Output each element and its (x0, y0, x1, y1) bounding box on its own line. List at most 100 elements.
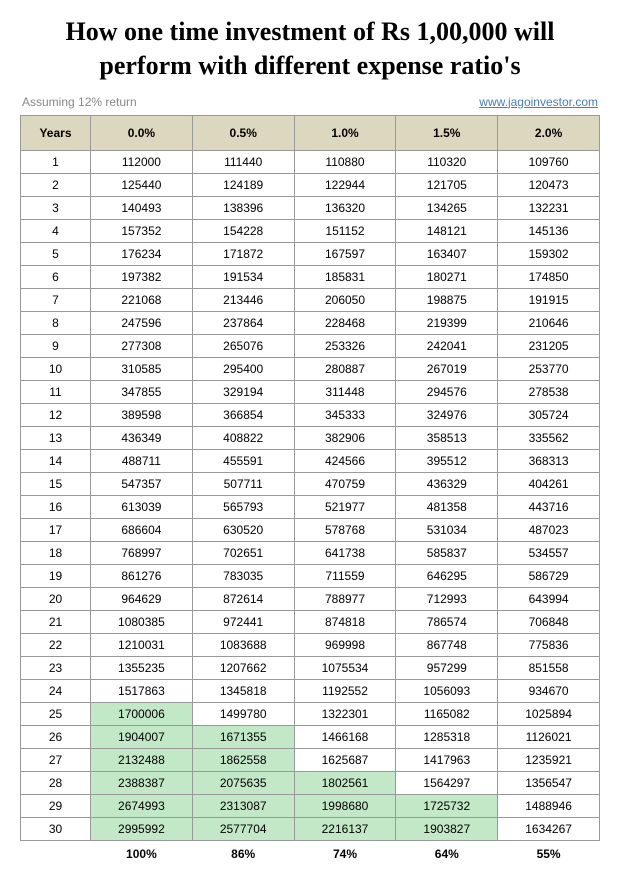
value-cell: 237864 (192, 311, 294, 334)
value-cell: 197382 (91, 265, 193, 288)
value-cell: 157352 (91, 219, 193, 242)
value-cell: 265076 (192, 334, 294, 357)
table-row: 5176234171872167597163407159302 (21, 242, 600, 265)
value-cell: 174850 (498, 265, 600, 288)
value-cell: 210646 (498, 311, 600, 334)
value-cell: 565793 (192, 495, 294, 518)
value-cell: 969998 (294, 633, 396, 656)
assumption-text: Assuming 12% return (22, 95, 137, 109)
column-header: 0.0% (91, 115, 193, 150)
table-row: 1112000111440110880110320109760 (21, 150, 600, 173)
value-cell: 768997 (91, 541, 193, 564)
value-cell: 109760 (498, 150, 600, 173)
value-cell: 436349 (91, 426, 193, 449)
value-cell: 1903827 (396, 817, 498, 840)
column-header: 2.0% (498, 115, 600, 150)
table-row: 14488711455591424566395512368313 (21, 449, 600, 472)
table-row: 17686604630520578768531034487023 (21, 518, 600, 541)
value-cell: 305724 (498, 403, 600, 426)
year-cell: 6 (21, 265, 91, 288)
year-cell: 15 (21, 472, 91, 495)
value-cell: 213446 (192, 288, 294, 311)
value-cell: 294576 (396, 380, 498, 403)
year-cell: 18 (21, 541, 91, 564)
value-cell: 775836 (498, 633, 600, 656)
value-cell: 934670 (498, 679, 600, 702)
value-cell: 345333 (294, 403, 396, 426)
value-cell: 861276 (91, 564, 193, 587)
value-cell: 2132488 (91, 748, 193, 771)
table-row: 4157352154228151152148121145136 (21, 219, 600, 242)
table-row: 7221068213446206050198875191915 (21, 288, 600, 311)
value-cell: 711559 (294, 564, 396, 587)
value-cell: 110880 (294, 150, 396, 173)
year-cell: 13 (21, 426, 91, 449)
value-cell: 1025894 (498, 702, 600, 725)
value-cell: 231205 (498, 334, 600, 357)
value-cell: 1080385 (91, 610, 193, 633)
table-body: 1112000111440110880110320109760212544012… (21, 150, 600, 840)
value-cell: 1862558 (192, 748, 294, 771)
value-cell: 2577704 (192, 817, 294, 840)
value-cell: 163407 (396, 242, 498, 265)
value-cell: 646295 (396, 564, 498, 587)
year-cell: 19 (21, 564, 91, 587)
value-cell: 138396 (192, 196, 294, 219)
table-header-row: Years0.0%0.5%1.0%1.5%2.0% (21, 115, 600, 150)
value-cell: 1056093 (396, 679, 498, 702)
year-cell: 17 (21, 518, 91, 541)
source-link[interactable]: www.jagoinvestor.com (479, 95, 598, 109)
year-cell: 14 (21, 449, 91, 472)
year-cell: 30 (21, 817, 91, 840)
value-cell: 253770 (498, 357, 600, 380)
value-cell: 277308 (91, 334, 193, 357)
table-row: 2212100311083688969998867748775836 (21, 633, 600, 656)
value-cell: 1499780 (192, 702, 294, 725)
value-cell: 176234 (91, 242, 193, 265)
value-cell: 366854 (192, 403, 294, 426)
value-cell: 972441 (192, 610, 294, 633)
value-cell: 1083688 (192, 633, 294, 656)
value-cell: 368313 (498, 449, 600, 472)
value-cell: 347855 (91, 380, 193, 403)
year-cell: 22 (21, 633, 91, 656)
value-cell: 686604 (91, 518, 193, 541)
year-cell: 2 (21, 173, 91, 196)
table-row: 12389598366854345333324976305724 (21, 403, 600, 426)
value-cell: 167597 (294, 242, 396, 265)
value-cell: 712993 (396, 587, 498, 610)
value-cell: 122944 (294, 173, 396, 196)
table-row: 2823883872075635180256115642971356547 (21, 771, 600, 794)
value-cell: 578768 (294, 518, 396, 541)
value-cell: 335562 (498, 426, 600, 449)
value-cell: 1355235 (91, 656, 193, 679)
value-cell: 702651 (192, 541, 294, 564)
value-cell: 1192552 (294, 679, 396, 702)
value-cell: 586729 (498, 564, 600, 587)
footer-cell: 64% (396, 840, 498, 865)
value-cell: 706848 (498, 610, 600, 633)
value-cell: 1075534 (294, 656, 396, 679)
value-cell: 2313087 (192, 794, 294, 817)
value-cell: 1322301 (294, 702, 396, 725)
value-cell: 295400 (192, 357, 294, 380)
value-cell: 278538 (498, 380, 600, 403)
column-header: Years (21, 115, 91, 150)
value-cell: 1634267 (498, 817, 600, 840)
value-cell: 219399 (396, 311, 498, 334)
year-cell: 4 (21, 219, 91, 242)
value-cell: 148121 (396, 219, 498, 242)
table-row: 3029959922577704221613719038271634267 (21, 817, 600, 840)
value-cell: 1517863 (91, 679, 193, 702)
table-row: 10310585295400280887267019253770 (21, 357, 600, 380)
table-row: 15547357507711470759436329404261 (21, 472, 600, 495)
value-cell: 786574 (396, 610, 498, 633)
value-cell: 957299 (396, 656, 498, 679)
value-cell: 1564297 (396, 771, 498, 794)
value-cell: 1466168 (294, 725, 396, 748)
column-header: 0.5% (192, 115, 294, 150)
value-cell: 198875 (396, 288, 498, 311)
table-row: 13436349408822382906358513335562 (21, 426, 600, 449)
year-cell: 11 (21, 380, 91, 403)
table-row: 20964629872614788977712993643994 (21, 587, 600, 610)
